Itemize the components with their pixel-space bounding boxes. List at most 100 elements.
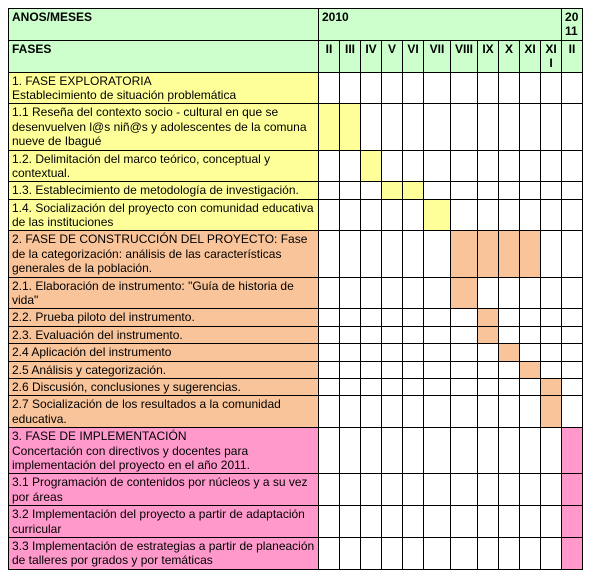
gantt-cell [541,182,562,199]
gantt-cell [541,150,562,182]
gantt-cell [361,361,382,378]
gantt-cell [499,428,520,474]
gantt-cell [499,474,520,506]
gantt-cell [424,231,451,277]
gantt-cell [340,182,361,199]
gantt-cell [541,231,562,277]
gantt-cell [520,506,541,538]
gantt-cell [499,104,520,150]
gantt-cell [499,344,520,361]
gantt-cell [541,309,562,326]
gantt-cell [361,326,382,343]
gantt-cell [382,361,403,378]
gantt-cell [451,396,478,428]
row-description: 1.3. Establecimiento de metodología de i… [9,182,319,199]
gantt-cell [451,428,478,474]
gantt-cell [562,506,583,538]
gantt-cell [520,277,541,309]
gantt-cell [403,231,424,277]
gantt-cell [499,361,520,378]
table-row: 3.2 Implementación del proyecto a partir… [9,506,583,538]
gantt-cell [319,428,340,474]
gantt-cell [541,72,562,104]
table-row: 2.3. Evaluación del instrumento. [9,326,583,343]
gantt-cell [562,428,583,474]
gantt-cell [520,309,541,326]
gantt-cell [478,182,499,199]
gantt-cell [319,396,340,428]
gantt-cell [319,309,340,326]
header-fases: FASES [9,40,319,72]
table-row: 1.2. Delimitación del marco teórico, con… [9,150,583,182]
gantt-cell [451,150,478,182]
gantt-cell [424,104,451,150]
gantt-cell [541,474,562,506]
gantt-cell [541,344,562,361]
table-row: 1. FASE EXPLORATORIA Establecimiento de … [9,72,583,104]
row-description: 3.2 Implementación del proyecto a partir… [9,506,319,538]
gantt-cell [499,537,520,569]
gantt-cell [424,199,451,231]
gantt-cell [541,361,562,378]
gantt-cell [319,231,340,277]
month-1: II [319,40,340,72]
gantt-cell [319,344,340,361]
gantt-cell [382,378,403,395]
gantt-cell [562,344,583,361]
gantt-cell [340,72,361,104]
gantt-cell [520,428,541,474]
gantt-cell [424,182,451,199]
gantt-cell [451,361,478,378]
gantt-cell [478,326,499,343]
gantt-cell [541,537,562,569]
gantt-cell [499,182,520,199]
table-row: 2.4 Aplicación del instrumento [9,344,583,361]
gantt-cell [478,72,499,104]
gantt-cell [382,277,403,309]
gantt-cell [424,72,451,104]
gantt-cell [361,199,382,231]
gantt-cell [382,104,403,150]
gantt-cell [340,396,361,428]
gantt-cell [562,396,583,428]
gantt-cell [382,72,403,104]
gantt-cell [340,199,361,231]
table-row: 2.2. Prueba piloto del instrumento. [9,309,583,326]
gantt-cell [361,428,382,474]
gantt-cell [382,326,403,343]
gantt-cell [499,506,520,538]
gantt-cell [340,104,361,150]
gantt-cell [361,231,382,277]
gantt-cell [424,150,451,182]
gantt-cell [451,104,478,150]
month-11: XII [541,40,562,72]
gantt-cell [319,537,340,569]
gantt-cell [478,231,499,277]
gantt-cell [520,537,541,569]
gantt-cell [403,326,424,343]
row-description: 2.2. Prueba piloto del instrumento. [9,309,319,326]
gantt-cell [478,537,499,569]
gantt-cell [562,72,583,104]
gantt-cell [319,150,340,182]
gantt-cell [541,428,562,474]
gantt-cell [424,277,451,309]
gantt-cell [499,72,520,104]
gantt-cell [361,277,382,309]
gantt-cell [403,277,424,309]
row-description: 2. FASE DE CONSTRUCCIÓN DEL PROYECTO: Fa… [9,231,319,277]
gantt-cell [520,182,541,199]
gantt-cell [340,150,361,182]
gantt-cell [451,199,478,231]
gantt-cell [340,474,361,506]
gantt-cell [451,182,478,199]
gantt-cell [499,396,520,428]
table-row: 3.3 Implementación de estrategias a part… [9,537,583,569]
gantt-cell [361,182,382,199]
gantt-cell [382,506,403,538]
gantt-cell [424,396,451,428]
gantt-cell [562,182,583,199]
gantt-cell [382,428,403,474]
gantt-cell [520,72,541,104]
gantt-cell [520,326,541,343]
